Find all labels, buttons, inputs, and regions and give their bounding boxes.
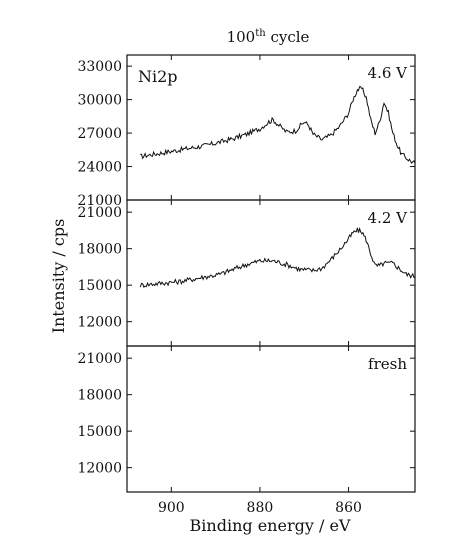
element-label: Ni2p bbox=[138, 67, 178, 86]
plot-area: 21000 24000 27000 30000 33000 4.6 V 12000 15000… bbox=[77, 54, 416, 516]
y-tick-label: 21000 bbox=[77, 205, 122, 221]
y-tick-label: 27000 bbox=[77, 126, 122, 142]
x-axis-label: Binding energy / eV bbox=[190, 516, 351, 535]
x-tick-label: 900 bbox=[158, 500, 185, 516]
panel-label: 4.2 V bbox=[368, 209, 409, 227]
y-tick-label: 12000 bbox=[77, 461, 122, 477]
panel-1: 21000 24000 27000 30000 33000 4.6 V bbox=[77, 54, 416, 209]
y-tick-label: 33000 bbox=[77, 59, 122, 75]
y-tick-label: 15000 bbox=[77, 424, 122, 440]
panel-label: fresh bbox=[368, 355, 407, 373]
series-line bbox=[140, 86, 416, 164]
chart-title-main: 100 bbox=[227, 28, 256, 46]
x-tick-label: 880 bbox=[247, 500, 274, 516]
chart-title-superscript: th bbox=[255, 28, 266, 39]
series-line bbox=[139, 227, 416, 288]
y-tick-label: 15000 bbox=[77, 278, 122, 294]
y-tick-label: 18000 bbox=[77, 388, 122, 404]
chart-title-suffix: cycle bbox=[266, 28, 310, 46]
panel-2: 12000 15000 18000 21000 4.2 V bbox=[77, 199, 416, 347]
y-tick-label: 30000 bbox=[77, 93, 122, 109]
y-tick-label: 18000 bbox=[77, 242, 122, 258]
panel-3: 12000 15000 18000 21000 fresh bbox=[77, 345, 416, 493]
chart-title: 100th cycle bbox=[227, 28, 310, 46]
y-tick-label: 21000 bbox=[77, 193, 122, 209]
x-tick-label: 860 bbox=[335, 500, 362, 516]
y-tick-label: 21000 bbox=[77, 351, 122, 367]
panel-label: 4.6 V bbox=[368, 64, 409, 82]
y-tick-label: 12000 bbox=[77, 315, 122, 331]
panel-frame bbox=[126, 345, 416, 493]
y-tick-label: 24000 bbox=[77, 160, 122, 176]
y-axis-label: Intensity / cps bbox=[49, 219, 68, 334]
